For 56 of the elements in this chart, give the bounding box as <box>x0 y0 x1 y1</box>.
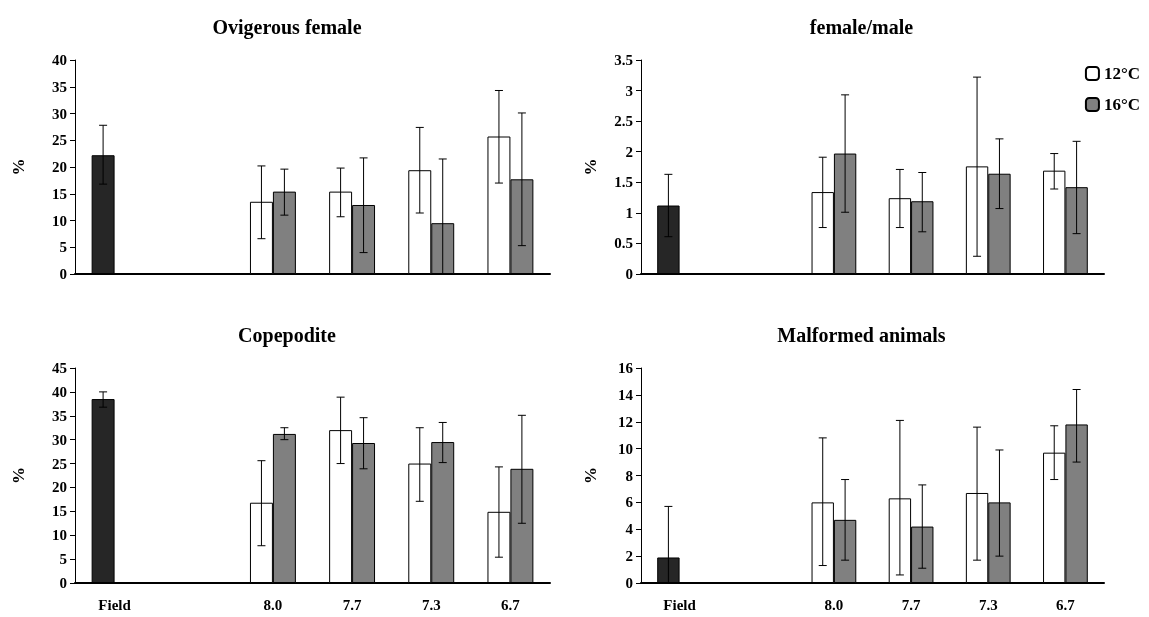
y-tick-label: 3.5 <box>614 52 633 68</box>
y-tick-label: 15 <box>52 503 67 520</box>
x-tick-label: 7.7 <box>342 596 362 613</box>
y-tick-label: 2 <box>625 548 633 565</box>
y-axis-title: % <box>9 158 28 176</box>
x-tick-label: 8.0 <box>263 596 283 613</box>
y-tick-label: 25 <box>52 132 67 149</box>
y-tick-label: 30 <box>52 105 67 122</box>
y-tick-label: 15 <box>52 185 67 202</box>
y-tick-label: 0 <box>59 575 67 591</box>
y-tick-label: 40 <box>52 383 67 400</box>
chart-title: Copepodite <box>238 324 337 347</box>
x-tick-label: 7.3 <box>978 596 998 613</box>
y-tick-label: 25 <box>52 455 67 472</box>
y-tick-label: 14 <box>618 386 634 403</box>
chart-title: female/male <box>809 16 914 38</box>
y-tick-label: 4 <box>625 521 634 538</box>
y-tick-label: 0 <box>625 575 633 591</box>
y-axis-title: % <box>9 467 28 484</box>
y-tick-label: 2.5 <box>614 113 633 130</box>
legend-label: 16°C <box>1103 95 1140 114</box>
chart-title: Ovigerous female <box>212 16 362 39</box>
x-tick-label: 6.7 <box>1056 596 1076 613</box>
y-tick-label: 3 <box>625 82 633 99</box>
y-tick-label: 30 <box>52 431 67 448</box>
y-tick-label: 5 <box>59 239 67 256</box>
y-tick-label: 0 <box>59 266 67 282</box>
y-tick-label: 0 <box>625 266 633 282</box>
y-tick-label: 1 <box>625 204 633 221</box>
y-tick-label: 35 <box>52 78 67 95</box>
x-tick-label: Field <box>98 596 132 613</box>
y-tick-label: 20 <box>52 479 67 496</box>
legend-label: 12°C <box>1103 64 1140 83</box>
x-tick-label: Field <box>663 596 697 613</box>
y-tick-label: 5 <box>59 551 67 568</box>
y-tick-label: 20 <box>52 159 67 175</box>
x-tick-label: 8.0 <box>824 596 844 613</box>
x-tick-label: 6.7 <box>501 596 521 613</box>
y-tick-label: 10 <box>618 440 633 457</box>
y-tick-label: 6 <box>625 494 634 511</box>
y-tick-label: 40 <box>52 52 67 68</box>
y-tick-label: 10 <box>52 527 67 544</box>
y-tick-label: 0.5 <box>614 235 633 252</box>
y-tick-label: 45 <box>52 360 67 376</box>
y-tick-label: 1.5 <box>614 174 633 191</box>
y-axis-title: % <box>581 467 600 484</box>
y-tick-label: 16 <box>618 360 634 376</box>
y-axis-title: % <box>581 158 600 176</box>
y-tick-label: 35 <box>52 407 67 424</box>
y-tick-label: 8 <box>625 467 633 484</box>
x-tick-label: 7.7 <box>901 596 921 613</box>
y-tick-label: 10 <box>52 212 67 229</box>
chart-title: Malformed animals <box>777 324 946 346</box>
y-tick-label: 12 <box>618 413 633 430</box>
y-tick-label: 2 <box>625 143 633 160</box>
x-tick-label: 7.3 <box>421 596 441 613</box>
